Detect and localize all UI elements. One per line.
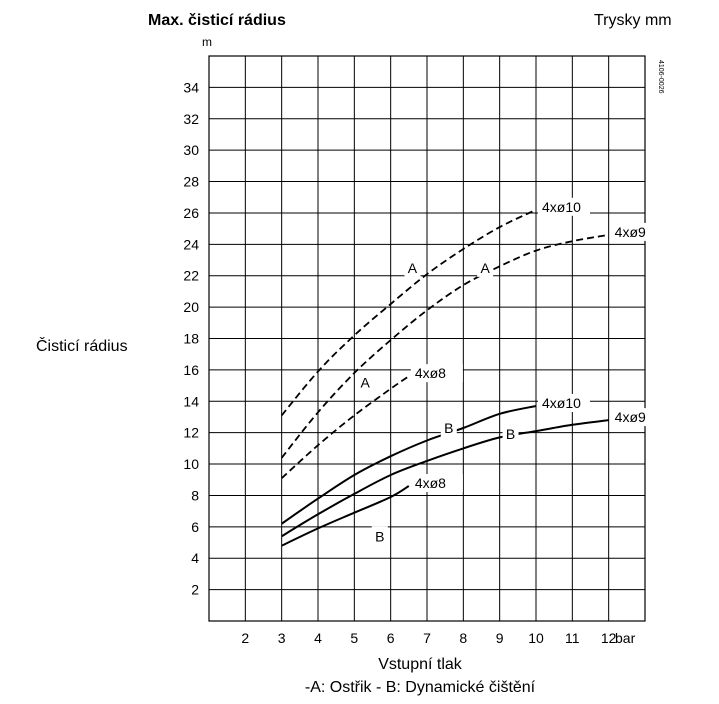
series-label-background xyxy=(610,408,663,427)
x-tick-label: 12 xyxy=(601,630,617,646)
series-label: 4xø10 xyxy=(542,199,581,215)
x-tick-label: 2 xyxy=(241,630,249,646)
y-tick-label: 10 xyxy=(183,456,199,472)
chart-caption: -A: Ostřik - B: Dynamické čištění xyxy=(305,679,536,696)
y-axis-label: Čisticí rádius xyxy=(36,336,128,355)
series-label: 4xø9 xyxy=(615,224,646,240)
series-label: 4xø8 xyxy=(415,365,446,381)
x-tick-label: 8 xyxy=(459,630,467,646)
curve-annotations: A A A B B B xyxy=(357,257,519,546)
y-tick-label: 4 xyxy=(191,550,199,566)
y-tick-label: 28 xyxy=(183,174,199,190)
y-tick-label: 34 xyxy=(183,79,199,95)
x-tick-label: 7 xyxy=(423,630,431,646)
y-tick-label: 20 xyxy=(183,299,199,315)
series-label-background xyxy=(610,222,663,241)
series-lines xyxy=(280,208,609,547)
y-tick-label: 30 xyxy=(183,142,199,158)
x-tick-label: 4 xyxy=(314,630,322,646)
series-label-background xyxy=(410,364,463,383)
y-tick-label: 12 xyxy=(183,425,199,441)
x-axis-label: Vstupní tlak xyxy=(378,656,463,673)
series-line-B-5 xyxy=(281,485,410,547)
annotation-label: A xyxy=(480,260,490,276)
annotation-label: A xyxy=(408,260,418,276)
annotation-background xyxy=(477,257,494,277)
annotation-background xyxy=(502,424,519,444)
annotation-background xyxy=(357,372,374,392)
x-tick-label: 10 xyxy=(528,630,544,646)
x-unit-label: bar xyxy=(615,630,636,646)
x-tick-label: 11 xyxy=(565,630,580,646)
y-tick-label: 8 xyxy=(191,487,199,503)
series-line-B-4 xyxy=(281,419,609,538)
series-line-B-3 xyxy=(281,405,537,525)
y-tick-label: 6 xyxy=(191,519,199,535)
x-tick-label: 9 xyxy=(496,630,504,646)
plot-frame xyxy=(208,55,646,622)
x-tick-label: 3 xyxy=(278,630,286,646)
annotation-label: A xyxy=(361,374,371,390)
annotation-label: B xyxy=(444,420,453,436)
series-labels: 4xø10 4xø9 4xø8 4xø10 4xø9 4xø8 xyxy=(410,197,663,493)
x-tick-label: 5 xyxy=(350,630,358,646)
series-label-background xyxy=(410,474,463,493)
annotation-label: B xyxy=(506,426,515,442)
y-tick-label: 22 xyxy=(183,268,199,284)
figure-code: 4106-0026 xyxy=(657,60,664,94)
nozzles-label: Trysky mm xyxy=(594,12,672,29)
x-tick-labels: 2 3 4 5 6 7 8 9 10 11 12 xyxy=(241,630,616,646)
series-label: 4xø8 xyxy=(415,475,446,491)
grid-lines xyxy=(209,56,645,621)
y-tick-label: 26 xyxy=(183,205,199,221)
series-line-A-2 xyxy=(281,375,410,479)
x-tick-label: 6 xyxy=(387,630,395,646)
series-label-background xyxy=(538,393,590,412)
y-tick-label: 16 xyxy=(183,362,199,378)
y-tick-label: 32 xyxy=(183,111,199,127)
y-tick-label: 2 xyxy=(191,582,199,598)
series-label-background xyxy=(538,197,590,216)
annotation-background xyxy=(404,257,421,277)
y-tick-label: 18 xyxy=(183,331,199,347)
series-line-A-0 xyxy=(281,208,537,416)
y-tick-label: 14 xyxy=(183,393,199,409)
chart-title: Max. čisticí rádius xyxy=(148,12,286,29)
annotation-background xyxy=(371,526,388,546)
y-unit-label: m xyxy=(202,35,212,49)
series-label: 4xø9 xyxy=(615,409,646,425)
y-tick-label: 24 xyxy=(183,236,199,252)
series-label: 4xø10 xyxy=(542,395,581,411)
annotation-background xyxy=(440,417,457,437)
annotation-label: B xyxy=(375,528,384,544)
